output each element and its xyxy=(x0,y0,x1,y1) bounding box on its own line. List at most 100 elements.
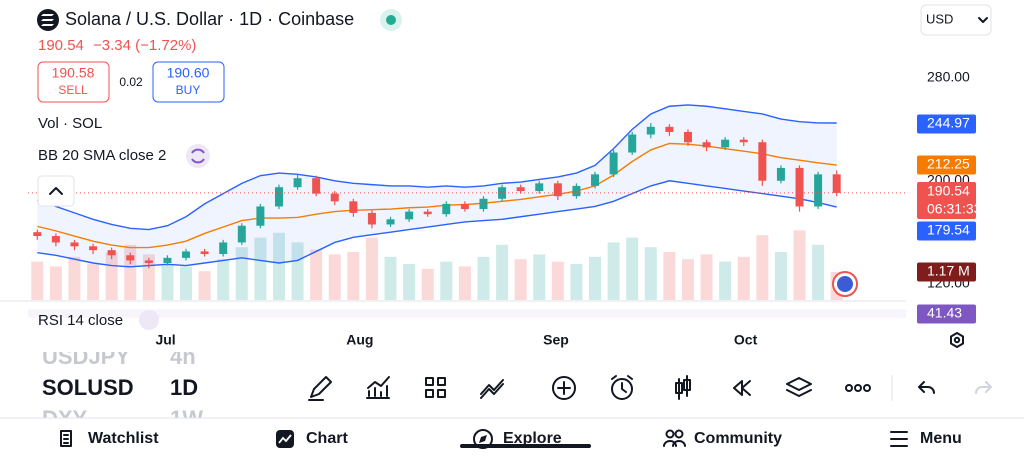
candle-body xyxy=(51,236,60,243)
candle-body xyxy=(795,167,804,207)
volume-bar xyxy=(570,264,583,300)
volume-bar xyxy=(607,242,620,300)
undo-icon[interactable] xyxy=(918,381,935,394)
volume-bar xyxy=(68,256,81,300)
volume-bar xyxy=(198,271,211,300)
candle-body xyxy=(814,174,823,207)
candle-body xyxy=(293,178,302,188)
candle-body xyxy=(163,257,172,263)
candle-body xyxy=(367,212,376,225)
candle-body xyxy=(312,178,321,194)
bb-upper xyxy=(37,104,837,231)
volume-bar xyxy=(458,266,471,300)
bb-lower-label-box xyxy=(917,221,976,241)
candle-body xyxy=(665,126,674,132)
candle-body xyxy=(702,142,711,148)
prev-symbol[interactable]: USDJPY xyxy=(42,344,130,369)
next-symbol[interactable]: DXY xyxy=(42,406,88,431)
community-icon xyxy=(674,429,684,439)
bb-middle-label: 212.25 xyxy=(927,156,970,172)
indicator-loading[interactable] xyxy=(186,144,210,168)
alert-icon[interactable] xyxy=(611,378,633,400)
candle-body xyxy=(776,167,785,181)
volume-bar xyxy=(421,268,434,300)
volume-bar xyxy=(663,252,676,300)
volume-bar xyxy=(626,237,639,300)
nav-item[interactable]: Explore xyxy=(503,430,562,447)
volume-bar xyxy=(105,252,118,300)
last-price: 190.54 xyxy=(38,37,84,54)
currency-select[interactable] xyxy=(920,4,992,36)
candle-body xyxy=(237,225,246,243)
collapse-button[interactable] xyxy=(37,175,75,207)
x-tick-label: Sep xyxy=(543,332,569,348)
bb-lower-label: 179.54 xyxy=(927,222,970,238)
x-tick-label: Oct xyxy=(734,332,758,348)
menu-icon xyxy=(890,431,908,447)
sell-label: SELL xyxy=(58,83,88,97)
rsi-label: 41.43 xyxy=(927,305,962,321)
candle-body xyxy=(274,187,283,207)
volume-bar xyxy=(365,237,378,300)
plot-area xyxy=(31,104,843,300)
news-badge-inner xyxy=(837,276,853,292)
volume-bar xyxy=(737,256,750,300)
more-dot xyxy=(854,384,862,392)
volume-bar xyxy=(161,264,174,300)
nav-item[interactable]: Menu xyxy=(920,430,962,447)
price-change: −3.34 (−1.72%) xyxy=(93,37,196,54)
watchlist-icon xyxy=(60,430,72,447)
volume-bar xyxy=(272,232,285,300)
add-icon[interactable] xyxy=(552,376,576,400)
volume-bar xyxy=(681,259,694,300)
candle-body xyxy=(683,131,692,143)
bb-middle-label-box xyxy=(917,155,976,175)
chart-title: Solana / U.S. Dollar · 1D · Coinbase xyxy=(65,9,354,29)
indicators-icon[interactable] xyxy=(366,376,390,399)
interval[interactable]: 1D xyxy=(170,375,198,400)
volume-bar xyxy=(551,261,564,300)
volume-label: 1.17 M xyxy=(927,263,970,279)
candle-body xyxy=(256,206,265,226)
spread: 0.02 xyxy=(119,75,143,89)
layers-icon[interactable] xyxy=(786,377,812,397)
more-dot xyxy=(863,384,871,392)
volume-bar xyxy=(403,264,416,300)
candle-body xyxy=(739,139,748,143)
rsi-loading xyxy=(139,310,159,330)
nav-item[interactable]: Community xyxy=(694,430,782,447)
volume-bar xyxy=(254,237,267,300)
volume-bar xyxy=(310,249,323,300)
last-price-label: 190.54 xyxy=(927,183,970,199)
compare-icon[interactable] xyxy=(480,379,504,399)
replay-icon[interactable] xyxy=(733,380,751,396)
volume-bar xyxy=(384,256,397,300)
volume-bar xyxy=(347,252,360,300)
draw-icon[interactable] xyxy=(308,376,332,401)
settings-icon[interactable] xyxy=(950,332,964,348)
volume-bar xyxy=(774,252,787,300)
volume-bar xyxy=(533,254,546,300)
more-dot[interactable] xyxy=(845,384,853,392)
volume-bar xyxy=(440,261,453,300)
prev-interval[interactable]: 4h xyxy=(170,344,196,369)
y-tick-label: 280.00 xyxy=(927,69,970,85)
candle-body xyxy=(479,198,488,210)
next-interval[interactable]: 1W xyxy=(170,406,203,431)
nav-item[interactable]: Watchlist xyxy=(88,430,159,447)
buy-price: 190.60 xyxy=(167,65,210,81)
nav-item[interactable]: Chart xyxy=(306,430,348,447)
bar-style-icon[interactable] xyxy=(675,375,691,400)
volume-bar xyxy=(328,254,341,300)
sell-button[interactable] xyxy=(37,61,110,103)
symbol[interactable]: SOLUSD xyxy=(42,375,134,400)
candle-body xyxy=(423,211,432,215)
volume-bar xyxy=(644,247,657,300)
buy-button[interactable] xyxy=(152,61,225,103)
candle-body xyxy=(516,187,525,192)
redo-icon[interactable] xyxy=(975,381,992,394)
layout-icon[interactable] xyxy=(425,377,446,398)
volume-bar xyxy=(87,264,100,300)
candle-body xyxy=(460,203,469,210)
